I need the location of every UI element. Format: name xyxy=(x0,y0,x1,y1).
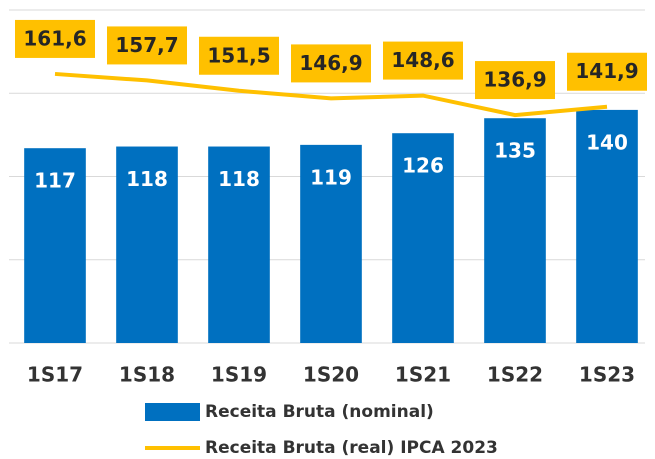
x-tick-label: 1S22 xyxy=(487,363,543,387)
bar xyxy=(576,109,638,344)
line-label: 148,6 xyxy=(391,48,454,72)
label-box xyxy=(107,26,187,65)
line-label: 157,7 xyxy=(115,33,178,57)
bar xyxy=(484,118,546,343)
bar-label: 118 xyxy=(218,167,260,191)
x-tick-label: 1S20 xyxy=(303,363,359,387)
label-box xyxy=(291,44,371,83)
label-box xyxy=(567,52,647,91)
bar-label: 135 xyxy=(494,139,536,163)
x-tick-label: 1S17 xyxy=(27,363,83,387)
x-tick-label: 1S21 xyxy=(395,363,451,387)
label-box xyxy=(15,19,95,58)
legend-label: Receita Bruta (real) IPCA 2023 xyxy=(205,438,498,458)
label-box xyxy=(199,36,279,75)
bar-label: 117 xyxy=(34,169,76,193)
label-box xyxy=(383,41,463,80)
line-label: 136,9 xyxy=(483,68,546,92)
line-label: 141,9 xyxy=(575,59,638,83)
line-label: 146,9 xyxy=(299,51,362,75)
label-box xyxy=(475,61,555,100)
bar xyxy=(208,146,270,343)
legend-swatch xyxy=(145,403,200,421)
bar-label: 119 xyxy=(310,165,352,189)
line-label: 151,5 xyxy=(207,43,270,67)
line xyxy=(54,71,608,118)
bar-label: 126 xyxy=(402,154,444,178)
bar xyxy=(24,148,86,343)
bar xyxy=(300,144,362,343)
bar-label: 140 xyxy=(586,130,628,154)
x-tick-label: 1S23 xyxy=(579,363,635,387)
bar xyxy=(392,133,454,343)
bar xyxy=(116,146,178,343)
bar-label: 118 xyxy=(126,167,168,191)
x-tick-label: 1S18 xyxy=(119,363,175,387)
x-tick-label: 1S19 xyxy=(211,363,267,387)
legend-label: Receita Bruta (nominal) xyxy=(205,402,434,422)
line-label: 161,6 xyxy=(23,26,86,50)
